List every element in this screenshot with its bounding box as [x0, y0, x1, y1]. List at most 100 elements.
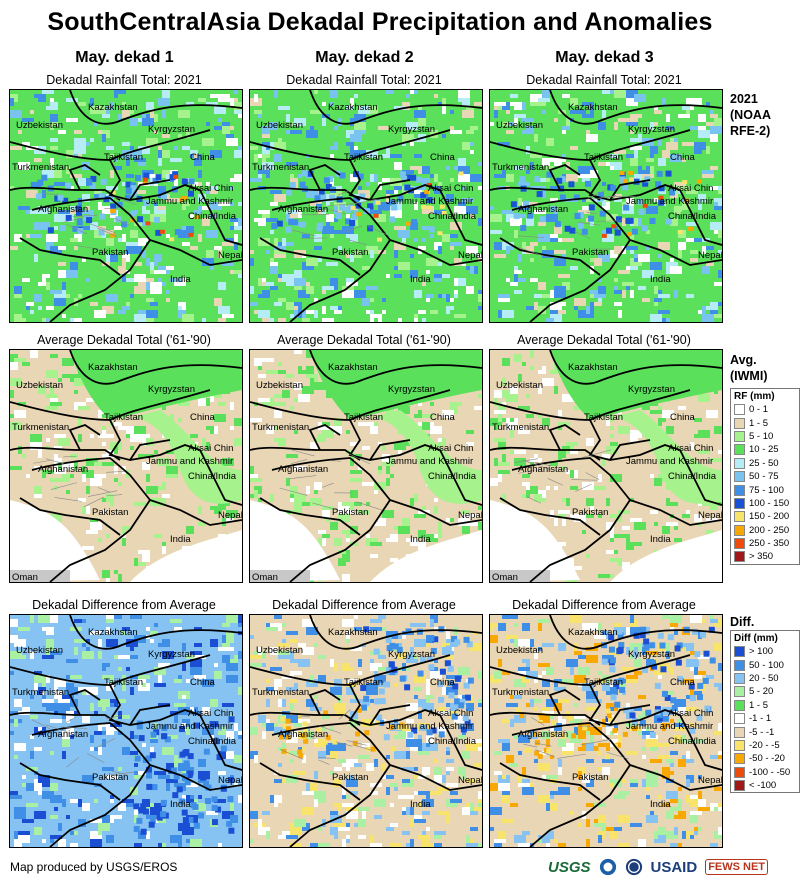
place-label-afghanistan: Afghanistan: [38, 204, 88, 215]
place-label-kyrgyzstan: Kyrgyzstan: [388, 124, 435, 135]
place-label-turkmenistan: Turkmenistan: [12, 422, 69, 433]
place-label-jammu: Jammu and Kashmir: [386, 456, 473, 467]
legend-item: < -100: [731, 779, 799, 792]
place-label-uzbekistan: Uzbekistan: [256, 380, 303, 391]
place-label-uzbekistan: Uzbekistan: [16, 380, 63, 391]
legend-label: 150 - 200: [749, 511, 790, 523]
logo-strip: USGS USAID FEWS NET: [548, 858, 769, 876]
place-label-jammu: Jammu and Kashmir: [626, 721, 713, 732]
legend-label: < -100: [749, 780, 777, 792]
map-title: Average Dekadal Total ('61-'90): [277, 333, 451, 347]
legend-item: 1 - 5: [731, 699, 799, 712]
place-label: Oman: [492, 572, 518, 582]
place-label-pakistan: Pakistan: [92, 507, 128, 518]
legend-item: 5 - 20: [731, 685, 799, 698]
place-label-tajikistan: Tajikistan: [344, 412, 383, 423]
place-label-china-india: China/India: [668, 736, 717, 747]
page-title: SouthCentralAsia Dekadal Precipitation a…: [47, 8, 713, 36]
row-label-diff: Diff.: [730, 614, 754, 630]
map-panel: Oman Kazakhstan Uzbekistan Kyrgyzstan Turkme…: [489, 349, 723, 583]
place-label-kyrgyzstan: Kyrgyzstan: [628, 384, 675, 395]
legend-swatch: [734, 753, 745, 765]
place-label-china: China: [430, 677, 456, 688]
legend-item: 100 - 150: [731, 497, 799, 510]
place-label: Oman: [12, 572, 38, 582]
place-label-pakistan: Pakistan: [92, 772, 128, 783]
place-label-china: China: [670, 152, 696, 163]
legend-swatch: [734, 713, 745, 725]
place-label-jammu: Jammu and Kashmir: [626, 456, 713, 467]
legend-item: -100 - -50: [731, 766, 799, 779]
place-label-aksai-chin: Aksai Chin: [428, 708, 473, 719]
row-label-line: Diff.: [730, 615, 755, 629]
legend-label: 5 - 20: [749, 686, 774, 698]
place-label-china-india: China/India: [668, 471, 717, 482]
place-label-kyrgyzstan: Kyrgyzstan: [388, 649, 435, 660]
legend-item: 75 - 100: [731, 483, 799, 496]
place-label-pakistan: Pakistan: [572, 772, 608, 783]
map-panel: Oman Kazakhstan Uzbekistan Kyrgyzstan Turkme…: [249, 349, 483, 583]
place-label-aksai-chin: Aksai Chin: [428, 443, 473, 454]
place-label-nepal: Nepal: [698, 250, 722, 261]
legend-item: 5 - 10: [731, 430, 799, 443]
legend-item: 150 - 200: [731, 510, 799, 523]
place-label-turkmenistan: Turkmenistan: [492, 162, 549, 173]
place-label-afghanistan: Afghanistan: [278, 204, 328, 215]
legend-swatch: [734, 471, 745, 483]
row-label-avg: Avg. (IWMI): [730, 352, 767, 384]
legend-label: 0 - 1: [749, 404, 769, 416]
place-label-nepal: Nepal: [218, 250, 242, 261]
place-label-turkmenistan: Turkmenistan: [252, 687, 309, 698]
place-label-tajikistan: Tajikistan: [584, 677, 623, 688]
place-label-aksai-chin: Aksai Chin: [668, 183, 713, 194]
legend-item: 250 - 350: [731, 537, 799, 550]
legend-label: -50 - -20: [749, 753, 785, 765]
place-label-tajikistan: Tajikistan: [344, 677, 383, 688]
legend-item: -50 - -20: [731, 752, 799, 765]
place-label-tajikistan: Tajikistan: [104, 412, 143, 423]
column-heading-dekad-1: May. dekad 1: [75, 49, 174, 66]
place-label-turkmenistan: Turkmenistan: [492, 422, 549, 433]
row-label-line: Avg.: [730, 353, 757, 367]
place-label-uzbekistan: Uzbekistan: [496, 120, 543, 131]
place-label-kyrgyzstan: Kyrgyzstan: [148, 124, 195, 135]
place-label-uzbekistan: Uzbekistan: [496, 645, 543, 656]
map-panel: Kazakhstan Uzbekistan Kyrgyzstan Turkmenist…: [9, 89, 243, 323]
place-label: Oman: [252, 572, 278, 582]
place-label-afghanistan: Afghanistan: [518, 464, 568, 475]
map-panel: Kazakhstan Uzbekistan Kyrgyzstan Turkmenist…: [249, 89, 483, 323]
legend-item: 50 - 100: [731, 658, 799, 671]
row-label-line: (IWMI): [730, 369, 768, 383]
place-label-kyrgyzstan: Kyrgyzstan: [628, 649, 675, 660]
place-label-pakistan: Pakistan: [332, 772, 368, 783]
place-label-aksai-chin: Aksai Chin: [188, 183, 233, 194]
place-label-china-india: China/India: [188, 471, 237, 482]
place-label-aksai-chin: Aksai Chin: [428, 183, 473, 194]
place-label-afghanistan: Afghanistan: [38, 464, 88, 475]
place-label-nepal: Nepal: [458, 510, 482, 521]
place-label-uzbekistan: Uzbekistan: [256, 120, 303, 131]
place-label-kazakhstan: Kazakhstan: [88, 362, 138, 373]
place-label-india: India: [410, 534, 431, 545]
place-label-afghanistan: Afghanistan: [518, 204, 568, 215]
place-label-uzbekistan: Uzbekistan: [16, 120, 63, 131]
place-label-china-india: China/India: [188, 736, 237, 747]
legend-swatch: [734, 766, 745, 778]
row-label-line: (NOAA: [730, 108, 771, 122]
place-label-jammu: Jammu and Kashmir: [146, 456, 233, 467]
place-label-india: India: [650, 534, 671, 545]
place-label-uzbekistan: Uzbekistan: [16, 645, 63, 656]
place-label-pakistan: Pakistan: [92, 247, 128, 258]
place-label-china: China: [430, 152, 456, 163]
place-label-china: China: [190, 677, 216, 688]
place-label-afghanistan: Afghanistan: [278, 729, 328, 740]
place-label-turkmenistan: Turkmenistan: [252, 162, 309, 173]
place-label-turkmenistan: Turkmenistan: [252, 422, 309, 433]
place-label-nepal: Nepal: [698, 510, 722, 521]
legend-swatch: [734, 739, 745, 751]
noaa-seal-icon: [599, 858, 616, 876]
legend-label: 25 - 50: [749, 457, 779, 469]
place-label-afghanistan: Afghanistan: [278, 464, 328, 475]
footer-credit: Map produced by USGS/EROS: [10, 860, 178, 874]
legend-label: > 350: [749, 551, 774, 563]
